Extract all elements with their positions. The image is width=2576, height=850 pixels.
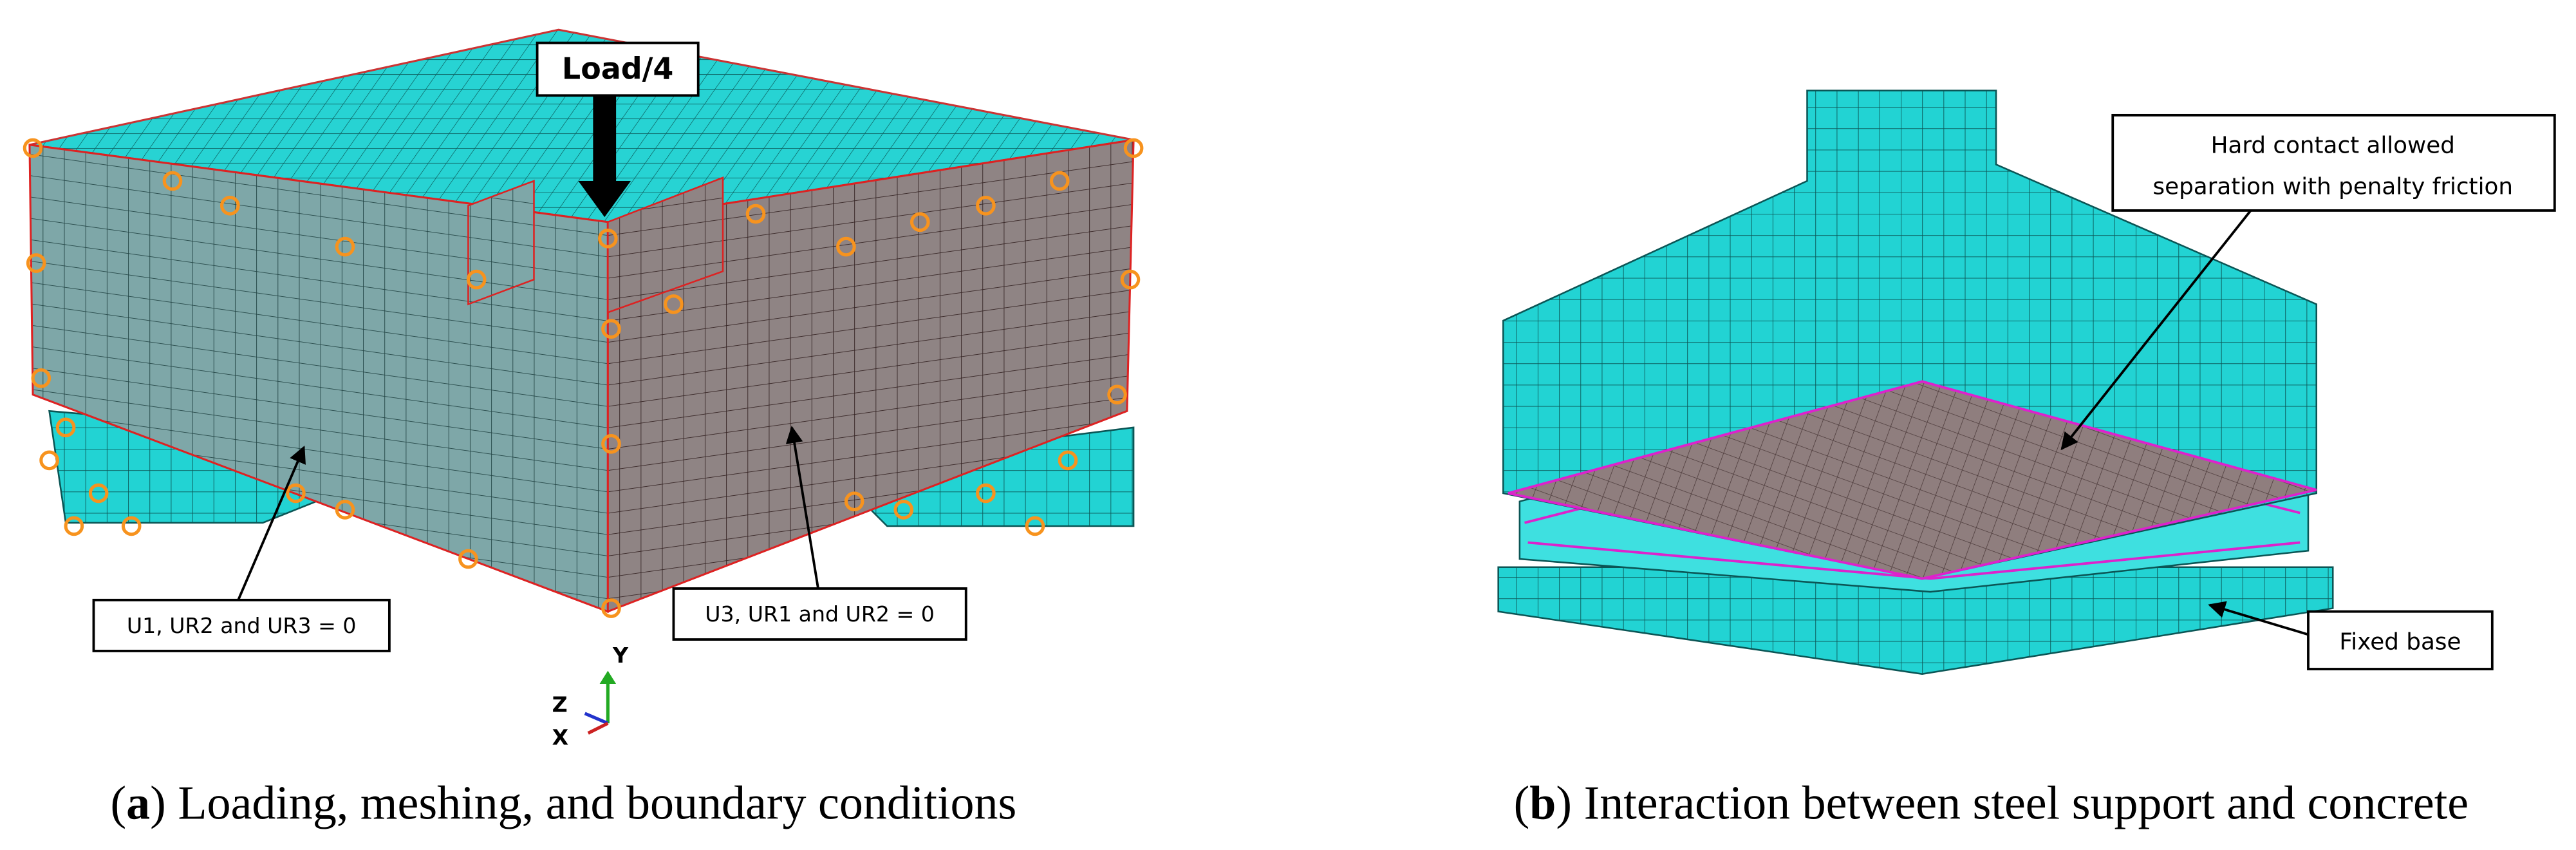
leader [237,445,306,601]
boundary-symbol [23,138,43,158]
callout-text: U1, UR2 and UR3 = 0 [127,613,357,638]
boundary-symbol [1049,171,1070,191]
boundary-symbol [745,203,766,224]
load-box [536,41,700,97]
boundary-symbol [893,500,914,520]
notch [467,180,535,306]
boundary-symbol [976,483,996,504]
right-face [606,138,1135,613]
boundary-symbol [1058,450,1078,471]
boundary-symbol [335,500,355,520]
boundary-symbol [664,294,684,314]
notch-right [607,176,724,314]
leader [2208,601,2309,636]
callout-box [2111,113,2556,212]
axis-triad: Y Z X [552,643,629,750]
boundary-symbol [31,368,51,388]
base [1497,566,2334,675]
boundary-symbol [1025,516,1045,536]
caption: (a) Loading, meshing, and boundary condi… [111,777,1017,829]
leader [785,426,819,589]
load-arrow [578,95,631,218]
callout-text: U3, UR1 and UR2 = 0 [705,601,935,627]
boundary-symbol [466,269,487,290]
boundary-symbol [88,483,109,504]
boundary-symbol [39,450,59,471]
callout-text: Hard contact allowed [2211,133,2455,159]
boundary-symbol [64,516,84,536]
boundary-symbol [1123,138,1144,158]
boundary-symbol [844,491,864,511]
boundary-symbol [598,229,618,249]
boundary-symbol [121,516,142,536]
callout-box [672,587,967,641]
contact-face [1507,380,2317,580]
boundary-symbol [836,236,856,257]
boundary-symbol [1120,269,1141,290]
axis-label: Z [552,692,568,717]
boundary-symbol [976,195,996,216]
leader [2060,209,2252,451]
boundary-symbols [23,138,1144,618]
callout-text: Fixed base [2339,628,2461,655]
panel-a: Load/4 U1, UR2 and UR3 = 0 U3, UR1 and U… [23,28,1144,829]
boundary-symbol [335,236,355,257]
boundary-symbol [458,549,478,569]
caption: (b) Interaction between steel support an… [1514,777,2469,829]
boundary-symbol [1107,384,1127,405]
boundary-symbol [601,598,621,618]
callout-text: separation with penalty friction [2153,173,2513,200]
load-label: Load/4 [562,52,673,86]
callout-box [2307,610,2494,670]
boundary-symbol [162,171,183,191]
callout-box [92,598,391,652]
boundary-symbol [26,253,46,273]
boundary-symbol [55,417,76,438]
boundary-symbol [286,483,306,504]
boundary-symbol [601,319,621,339]
axis-label: Y [612,643,629,668]
contact-lines [1527,541,2301,580]
axis-label: X [552,724,569,750]
panel-b: Hard contact allowed separation with pen… [1497,90,2556,829]
boundary-symbol [601,434,621,454]
boundary-symbol [910,212,930,232]
boundary-symbol [220,195,240,216]
